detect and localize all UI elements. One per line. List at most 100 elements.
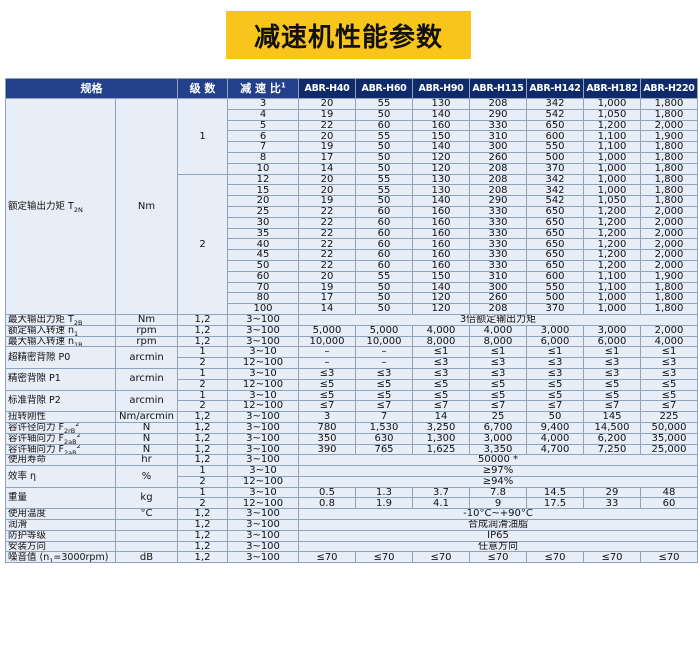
value-cell: 25 xyxy=(469,411,527,423)
value-cell: 150 xyxy=(412,270,470,283)
ratio-cell: 15 xyxy=(227,184,299,197)
value-cell: 330 xyxy=(469,119,527,132)
param-label-text: 润滑 xyxy=(8,519,28,531)
value-cell: 300 xyxy=(469,281,527,294)
param-label-text: 容许径向力 F xyxy=(8,422,64,434)
merged-value-cell: ≥97% xyxy=(298,465,698,477)
value-cell: 9,400 xyxy=(526,421,584,434)
value-cell: 29 xyxy=(583,486,641,499)
value-cell: 17 xyxy=(298,151,356,164)
stage-cell: 2 xyxy=(177,475,228,488)
ratio-cell: 5 xyxy=(227,119,299,132)
value-cell: 50 xyxy=(355,162,413,175)
value-cell: 1,200 xyxy=(583,249,641,261)
table-row: 5 22 60 160 330 650 1,200 2,000 xyxy=(6,119,698,132)
param-label: 使用温度 xyxy=(5,508,116,521)
unit-cell: arcmin xyxy=(115,367,178,391)
value-cell: 33 xyxy=(583,497,641,510)
param-label: 容许轴向力 F2aB2 xyxy=(5,443,116,456)
value-cell: 160 xyxy=(412,238,470,251)
param-label: 润滑 xyxy=(5,519,116,531)
value-cell: 260 xyxy=(469,292,527,305)
table-row: 8 17 50 120 260 500 1,000 1,800 xyxy=(6,151,698,164)
table-row: 额定输出力矩 T2N Nm 1 3 20 55 130 208 342 1,000 1,800 xyxy=(5,98,698,315)
value-cell: 50 xyxy=(526,411,584,423)
value-cell: 50,000 xyxy=(640,421,698,434)
value-cell: 120 xyxy=(412,162,470,175)
param-label: 防护等级 xyxy=(5,529,116,542)
param-label-text: 额定输出力矩 T xyxy=(8,200,74,212)
value-cell: 3,350 xyxy=(469,443,527,456)
ratio-cell: 70 xyxy=(227,281,299,294)
value-cell: ≤5 xyxy=(583,389,641,402)
stage-cell: 1 xyxy=(177,346,228,359)
value-cell: 55 xyxy=(355,184,413,197)
ratio-cell: 4 xyxy=(227,108,299,121)
stage-cell: 1,2 xyxy=(177,529,228,542)
value-cell: 342 xyxy=(526,184,584,197)
value-cell: 2,000 xyxy=(640,227,698,240)
table-row: 重量 kg 1 3~10 0.5 1.3 3.7 7.8 14.5 29 48 xyxy=(5,486,698,510)
value-cell: 14 xyxy=(298,162,356,175)
ratio-cell: 12~100 xyxy=(227,378,299,391)
value-cell: 120 xyxy=(412,303,470,315)
param-label: 容许轴向力 F2aB2 xyxy=(5,432,116,445)
value-cell: 130 xyxy=(412,98,470,110)
value-cell: 330 xyxy=(469,227,527,240)
value-cell: 19 xyxy=(298,281,356,294)
ratio-cell: 3~10 xyxy=(227,389,299,402)
value-cell: 550 xyxy=(526,141,584,153)
value-cell: 290 xyxy=(469,195,527,207)
stage-cell: 1,2 xyxy=(177,335,228,348)
unit-cell: % xyxy=(115,465,178,488)
value-cell: 1,000 xyxy=(583,98,641,110)
value-cell: 2,000 xyxy=(640,119,698,132)
value-cell: 600 xyxy=(526,270,584,283)
value-cell: ≤1 xyxy=(412,346,470,359)
ratio-cell: 100 xyxy=(227,303,299,315)
param-label: 标准背隙 P2 xyxy=(5,389,116,413)
param-label: 效率 η xyxy=(5,465,116,488)
value-cell: 140 xyxy=(412,141,470,153)
value-cell: 50 xyxy=(355,151,413,164)
stage-cell: 1 xyxy=(177,486,228,499)
value-cell: ≤5 xyxy=(298,378,356,391)
table-row: 最大输出力矩 T2B Nm 1,2 3~100 3倍额定输出力矩 xyxy=(5,313,698,326)
merged-value-cell: 50000 * xyxy=(298,454,698,467)
value-cell: ≤3 xyxy=(640,367,698,380)
value-cell: 1,800 xyxy=(640,98,698,110)
value-cell: 4,000 xyxy=(412,324,470,337)
param-label-sup: 2 xyxy=(76,433,81,439)
value-cell: 160 xyxy=(412,216,470,229)
param-label-sub: 1 xyxy=(49,556,54,563)
param-label-text: 扭转刚性 xyxy=(8,411,47,423)
param-label: 重量 xyxy=(5,486,116,510)
table-row: 额定输入转速 n1 rpm 1,2 3~100 5,000 5,000 4,000 4,000… xyxy=(5,324,698,337)
value-cell: 60 xyxy=(355,216,413,229)
value-cell: 6,200 xyxy=(583,432,641,445)
value-cell: ≤70 xyxy=(355,551,413,564)
value-cell: 225 xyxy=(640,411,698,423)
ratio-cell: 3~100 xyxy=(227,411,299,423)
value-cell: 10,000 xyxy=(298,335,356,348)
value-cell: 60 xyxy=(355,259,413,272)
value-cell: ≤3 xyxy=(640,357,698,369)
value-cell: 1,530 xyxy=(355,421,413,434)
param-label: 精密背隙 P1 xyxy=(5,367,116,391)
ratio-cell: 20 xyxy=(227,195,299,207)
value-cell: 330 xyxy=(469,205,527,218)
value-cell: 260 xyxy=(469,151,527,164)
value-cell: 1,200 xyxy=(583,238,641,251)
ratio-cell: 3~100 xyxy=(227,432,299,445)
param-label-sub: 1B xyxy=(74,340,83,347)
value-cell: – xyxy=(298,346,356,359)
value-cell: 1,050 xyxy=(583,108,641,121)
value-cell: 10,000 xyxy=(355,335,413,348)
value-cell: 140 xyxy=(412,281,470,294)
stage-cell: 1,2 xyxy=(177,313,228,326)
value-cell: 2,000 xyxy=(640,249,698,261)
ratio-cell: 3~10 xyxy=(227,465,299,477)
value-cell: 542 xyxy=(526,195,584,207)
ratio-cell: 10 xyxy=(227,162,299,175)
table-row: 25 22 60 160 330 650 1,200 2,000 xyxy=(6,205,698,218)
